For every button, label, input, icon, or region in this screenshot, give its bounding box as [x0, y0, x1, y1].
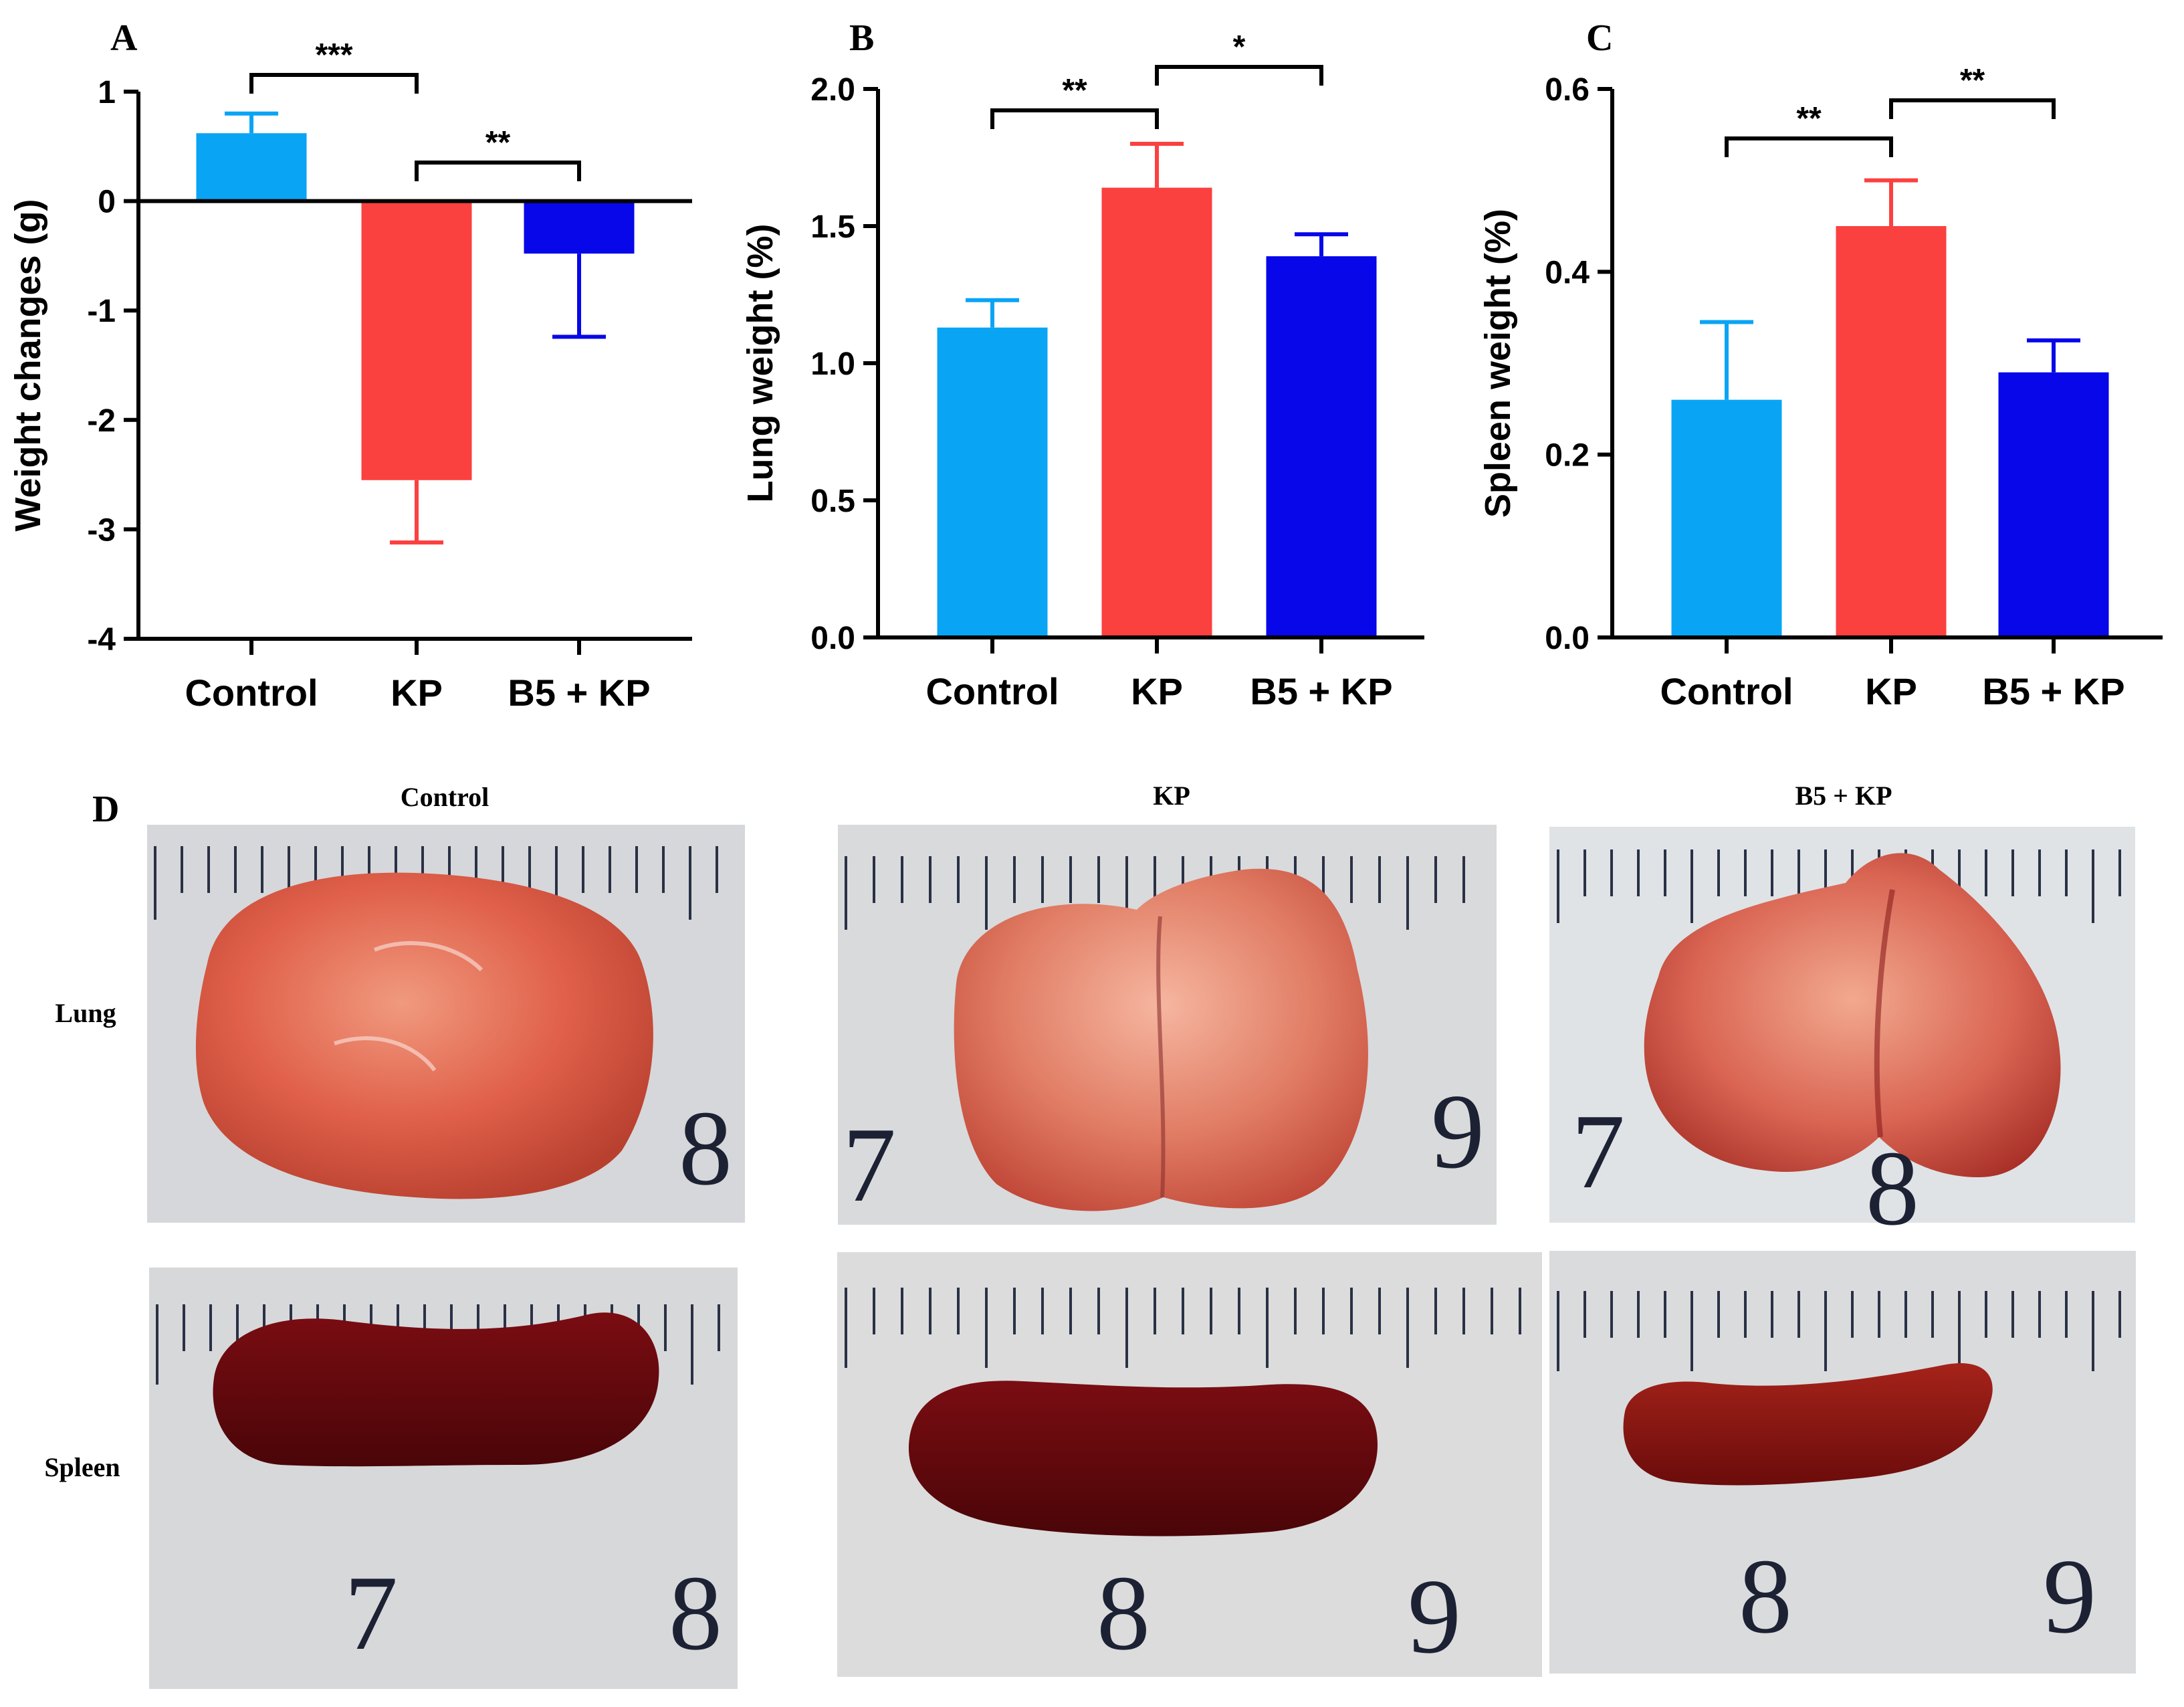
- photo-row-label-lung: Lung: [55, 998, 116, 1028]
- bar-kp: [1836, 226, 1947, 637]
- significance-bracket: [249, 73, 419, 94]
- ruler-number-spleen-kp-9: 9: [1408, 1557, 1461, 1676]
- bar-kp: [1101, 187, 1212, 638]
- significance-bracket: [990, 108, 1159, 129]
- bar-b5-kp: [1998, 372, 2109, 637]
- x-tick-label: Control: [1660, 670, 1793, 712]
- bar-control: [196, 133, 307, 201]
- y-tick-label: 1: [98, 75, 116, 110]
- y-axis-label: Weight changes (g): [8, 199, 48, 531]
- y-tick-label: 0.0: [1545, 621, 1590, 656]
- x-tick-label: Control: [925, 670, 1059, 712]
- ruler-number-lung-b5kp-7: 7: [1571, 1092, 1625, 1211]
- y-tick-label: -2: [87, 403, 116, 439]
- spleen-specimen-control: [213, 1312, 659, 1467]
- ruler-number-spleen-control-7: 7: [344, 1553, 398, 1672]
- significance-bracket: [415, 161, 581, 181]
- lung-specimen-control-sheen: [334, 941, 483, 1072]
- significance-label: **: [1062, 73, 1087, 108]
- x-tick-label: B5 + KP: [508, 672, 650, 714]
- chart-a: 1 0 -1 -2 -3 -4 Control KP B5 + KP Weight changes…: [8, 37, 692, 714]
- x-tick-label: B5 + KP: [1982, 670, 2124, 712]
- lung-specimen-control: [195, 872, 653, 1199]
- lung-specimen-b5kp: [1644, 853, 2061, 1177]
- panel-letter-d: D: [92, 789, 119, 830]
- significance-label: **: [1796, 101, 1822, 136]
- bar-b5-kp: [524, 201, 635, 254]
- lung-specimen-b5kp-fissure: [1874, 889, 1895, 1138]
- bar-kp: [361, 201, 472, 480]
- y-tick-label: 0.5: [810, 484, 855, 519]
- y-tick-label: -4: [87, 622, 116, 658]
- photo-column-header-control: Control: [401, 782, 489, 812]
- ruler-number-spleen-b5kp-9: 9: [2043, 1536, 2096, 1655]
- y-axis-label: Lung weight (%): [740, 224, 780, 503]
- ruler-number-lung-kp-9: 9: [1431, 1072, 1485, 1191]
- y-tick-label: 2.0: [810, 72, 855, 108]
- y-tick-label: -3: [87, 512, 116, 548]
- y-tick-label: 1.0: [810, 346, 855, 382]
- ruler-number-spleen-control-8: 8: [669, 1553, 722, 1672]
- x-tick-label: KP: [1865, 670, 1917, 712]
- significance-label: ***: [315, 37, 352, 73]
- bar-control: [937, 327, 1048, 637]
- panel-letter-c: C: [1586, 17, 1613, 59]
- ruler-number-spleen-kp-8: 8: [1097, 1553, 1150, 1672]
- ruler-number-lung-kp-7: 7: [843, 1105, 896, 1224]
- lung-specimen-kp-midline: [1156, 916, 1166, 1198]
- significance-bracket: [1725, 136, 1893, 157]
- bar-control: [1671, 399, 1782, 637]
- x-tick-label: KP: [1131, 670, 1183, 712]
- spleen-specimen-b5kp: [1623, 1363, 1993, 1486]
- bar-b5-kp: [1266, 256, 1377, 638]
- y-tick-label: 0.6: [1545, 72, 1590, 108]
- photo-column-header-kp: KP: [1153, 781, 1190, 811]
- panel-letter-a: A: [110, 17, 138, 59]
- photo-column-header-b5kp: B5 + KP: [1795, 781, 1892, 811]
- significance-bracket: [1889, 98, 2056, 119]
- y-tick-label: 0.0: [810, 621, 855, 656]
- y-axis-label: Spleen weight (%): [1478, 209, 1518, 518]
- significance-label: **: [1960, 63, 1985, 98]
- y-tick-label: 0.2: [1545, 438, 1590, 474]
- chart-b: 0.0 0.5 1.0 1.5 2.0 Control KP B5 + KP Lung weig…: [740, 29, 1424, 712]
- chart-c: 0.0 0.2 0.4 0.6 Control KP B5 + KP Spleen weigh…: [1478, 63, 2163, 712]
- y-tick-label: 0: [98, 185, 116, 220]
- y-tick-label: 1.5: [810, 209, 855, 245]
- y-tick-label: -1: [87, 294, 116, 329]
- significance-bracket: [1155, 65, 1323, 86]
- ruler-number-lung-b5kp-8: 8: [1866, 1128, 1919, 1247]
- x-tick-label: Control: [185, 672, 318, 714]
- panel-letter-b: B: [849, 17, 874, 59]
- y-tick-label: 0.4: [1545, 255, 1590, 290]
- ruler-number-lung-control-8: 8: [679, 1088, 732, 1207]
- significance-label: *: [1233, 29, 1246, 65]
- significance-label: **: [485, 125, 511, 161]
- spleen-specimen-kp: [908, 1381, 1378, 1536]
- x-tick-label: B5 + KP: [1250, 670, 1392, 712]
- photo-row-label-spleen: Spleen: [44, 1452, 120, 1482]
- ruler-number-spleen-b5kp-8: 8: [1739, 1536, 1792, 1655]
- x-tick-label: KP: [391, 672, 443, 714]
